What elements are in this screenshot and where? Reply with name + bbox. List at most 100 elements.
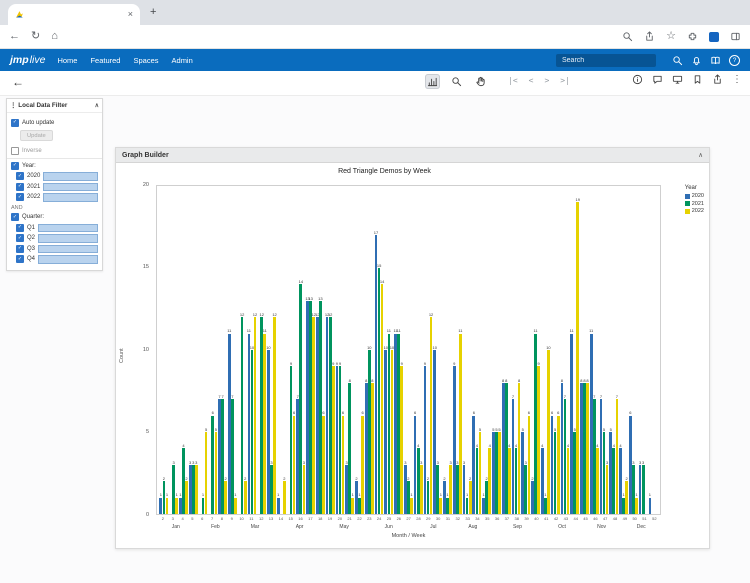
extensions-puzzle-icon[interactable]	[687, 31, 698, 42]
bar-2022-w23[interactable]: 8	[371, 383, 374, 514]
year-2022-selection-bar[interactable]	[43, 193, 98, 202]
bar-2020-w52[interactable]: 1	[649, 498, 652, 514]
year-filter-row[interactable]: Year:	[11, 162, 98, 170]
legend-item-2020[interactable]: 2020	[685, 193, 704, 199]
q4-checkbox[interactable]	[16, 255, 24, 263]
bar-2020-w14[interactable]: 1	[277, 498, 280, 514]
auto-update-row[interactable]: Auto update	[11, 119, 98, 127]
year-2021-selection-bar[interactable]	[43, 183, 98, 192]
zoom-tool-icon[interactable]	[449, 74, 464, 89]
filter-collapse-icon[interactable]: ∧	[95, 102, 99, 109]
bar-2022-w34[interactable]: 5	[479, 432, 482, 514]
q3-checkbox[interactable]	[16, 245, 24, 253]
bar-2022-w10[interactable]: 2	[244, 481, 247, 514]
bar-2022-w40[interactable]: 9	[537, 366, 540, 514]
bar-2022-w2[interactable]: 1	[166, 498, 169, 514]
year-item-2021[interactable]: 2021	[16, 183, 98, 192]
bar-2022-w7[interactable]: 5	[215, 432, 218, 514]
q1-selection-bar[interactable]	[38, 224, 98, 233]
quarter-item-q4[interactable]: Q4	[16, 255, 98, 264]
bar-2022-w48[interactable]: 7	[616, 399, 619, 514]
q1-checkbox[interactable]	[16, 224, 24, 232]
jmp-live-logo[interactable]: jmplive	[10, 54, 45, 66]
year-2020-selection-bar[interactable]	[43, 172, 98, 181]
bar-2022-w44[interactable]: 19	[576, 202, 579, 514]
bar-2022-w11[interactable]: 12	[254, 317, 257, 514]
bar-2022-w19[interactable]: 9	[332, 366, 335, 514]
legend-item-2021[interactable]: 2021	[685, 201, 704, 207]
quarter-filter-row[interactable]: Quarter:	[11, 213, 98, 221]
bar-2022-w45[interactable]: 8	[586, 383, 589, 514]
bar-2022-w14[interactable]: 2	[283, 481, 286, 514]
drag-handle-icon[interactable]: ⋮	[10, 102, 16, 109]
search-box[interactable]	[556, 54, 656, 67]
year-2020-checkbox[interactable]	[16, 172, 24, 180]
bar-2022-w13[interactable]: 12	[273, 317, 276, 514]
year-2021-checkbox[interactable]	[16, 183, 24, 191]
side-panel-icon[interactable]	[730, 31, 741, 42]
nav-link-admin[interactable]: Admin	[172, 56, 193, 65]
pinned-extension-icon[interactable]	[709, 32, 719, 42]
present-monitor-icon[interactable]	[672, 74, 683, 85]
q2-selection-bar[interactable]	[38, 234, 98, 243]
plot-area[interactable]: 1213114233315657721171122111012121110312…	[156, 185, 661, 515]
q2-checkbox[interactable]	[16, 234, 24, 242]
comments-icon[interactable]	[652, 74, 663, 85]
year-item-2020[interactable]: 2020	[16, 172, 98, 181]
bar-2022-w15[interactable]: 6	[293, 416, 296, 514]
notifications-bell-icon[interactable]	[691, 55, 702, 66]
info-icon[interactable]	[632, 74, 643, 85]
search-input[interactable]	[560, 56, 640, 65]
bar-2022-w37[interactable]: 4	[508, 448, 511, 514]
bar-2022-w21[interactable]: 1	[351, 498, 354, 514]
bar-2022-w27[interactable]: 1	[410, 498, 413, 514]
new-tab-button[interactable]: +	[150, 7, 156, 18]
bar-2022-w39[interactable]: 6	[528, 416, 531, 514]
share-report-icon[interactable]	[712, 74, 723, 85]
inverse-row[interactable]: Inverse	[11, 147, 98, 155]
bar-2022-w22[interactable]: 6	[361, 416, 364, 514]
bar-2022-w49[interactable]: 2	[625, 481, 628, 514]
bar-2022-w38[interactable]: 8	[518, 383, 521, 514]
help-icon[interactable]: ?	[729, 55, 740, 66]
share-icon[interactable]	[644, 31, 655, 42]
bar-2022-w41[interactable]: 10	[547, 350, 550, 514]
q4-selection-bar[interactable]	[38, 255, 98, 264]
bar-2021-w51[interactable]: 3	[642, 465, 645, 514]
bar-2022-w12[interactable]: 11	[263, 334, 266, 514]
legend-item-2022[interactable]: 2022	[685, 208, 704, 214]
bar-2022-w36[interactable]: 5	[498, 432, 501, 514]
bar-2022-w5[interactable]: 3	[195, 465, 198, 514]
star-bookmark-icon[interactable]: ☆	[666, 31, 676, 42]
browser-refresh-icon[interactable]: ↻	[31, 31, 40, 42]
nav-link-featured[interactable]: Featured	[90, 56, 120, 65]
q3-selection-bar[interactable]	[38, 245, 98, 254]
bar-2022-w26[interactable]: 9	[400, 366, 403, 514]
previous-page-icon[interactable]: <	[529, 76, 534, 85]
library-book-icon[interactable]	[710, 55, 721, 66]
year-2022-checkbox[interactable]	[16, 193, 24, 201]
last-page-icon[interactable]: >|	[560, 76, 570, 85]
tab-close-icon[interactable]: ×	[128, 10, 133, 19]
first-page-icon[interactable]: |<	[508, 76, 518, 85]
bar-2022-w28[interactable]: 3	[420, 465, 423, 514]
auto-update-checkbox[interactable]	[11, 119, 19, 127]
bar-2022-w17[interactable]: 12	[312, 317, 315, 514]
nav-link-home[interactable]: Home	[57, 56, 77, 65]
next-page-icon[interactable]: >	[544, 76, 549, 85]
bar-2022-w47[interactable]: 3	[606, 465, 609, 514]
quarter-item-q3[interactable]: Q3	[16, 245, 98, 254]
bar-2022-w24[interactable]: 14	[381, 284, 384, 514]
nav-link-spaces[interactable]: Spaces	[133, 56, 158, 65]
bar-2022-w20[interactable]: 6	[342, 416, 345, 514]
zoom-search-icon[interactable]	[622, 31, 633, 42]
year-item-2022[interactable]: 2022	[16, 193, 98, 202]
bar-2022-w33[interactable]: 2	[469, 481, 472, 514]
panel-collapse-icon[interactable]: ∧	[698, 151, 703, 159]
browser-home-icon[interactable]: ⌂	[51, 31, 58, 42]
bar-2022-w42[interactable]: 6	[557, 416, 560, 514]
bar-2022-w3[interactable]: 1	[175, 498, 178, 514]
bar-2022-w18[interactable]: 6	[322, 416, 325, 514]
bar-2022-w32[interactable]: 11	[459, 334, 462, 514]
bar-2022-w30[interactable]: 1	[439, 498, 442, 514]
